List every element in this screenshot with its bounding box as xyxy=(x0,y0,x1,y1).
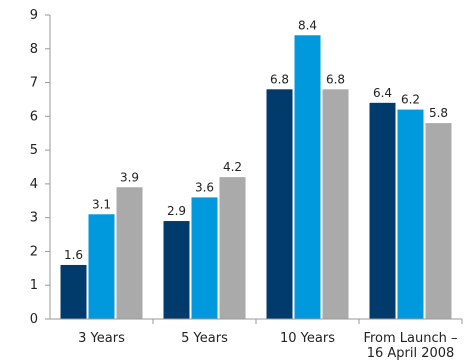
data-label-series-1-4: 6.4 xyxy=(373,86,392,100)
bar-series-1-4 xyxy=(369,102,396,319)
data-label-series-2-2: 3.6 xyxy=(195,180,214,194)
bar-series-2-4 xyxy=(397,109,424,319)
x-category-label-line: 3 Years xyxy=(78,331,125,346)
bar-series-1-3 xyxy=(266,89,293,319)
data-label-series-3-3: 6.8 xyxy=(326,72,345,86)
y-tick-label: 9 xyxy=(30,8,38,23)
y-tick-label: 3 xyxy=(30,211,38,226)
bar-series-1-2 xyxy=(163,221,190,319)
x-category-label-line: From Launch – xyxy=(363,331,457,346)
bar-series-3-4 xyxy=(425,123,452,319)
y-tick-label: 8 xyxy=(30,42,38,57)
data-label-series-3-2: 4.2 xyxy=(223,160,242,174)
bar-series-3-1 xyxy=(116,187,143,319)
y-tick-label: 6 xyxy=(30,109,38,124)
y-tick-label: 4 xyxy=(30,177,38,192)
y-tick-label: 0 xyxy=(30,312,38,327)
bar-series-2-2 xyxy=(191,197,218,319)
data-label-series-2-3: 8.4 xyxy=(298,18,317,32)
data-label-series-2-1: 3.1 xyxy=(92,197,111,211)
bar-series-3-3 xyxy=(322,89,349,319)
bar-series-2-1 xyxy=(88,214,115,319)
data-label-series-1-2: 2.9 xyxy=(167,204,186,218)
y-tick-label: 7 xyxy=(30,76,38,91)
bar-series-3-2 xyxy=(219,177,246,319)
data-label-series-2-4: 6.2 xyxy=(401,93,420,107)
y-tick-label: 1 xyxy=(30,278,38,293)
x-category-label-line: 16 April 2008 xyxy=(367,346,455,360)
x-category-label: 10 Years xyxy=(280,331,335,346)
data-label-series-1-1: 1.6 xyxy=(64,248,83,262)
x-category-label: 3 Years xyxy=(78,331,125,346)
bar-series-2-3 xyxy=(294,35,321,320)
bars xyxy=(60,35,452,320)
bar-series-1-1 xyxy=(60,264,87,319)
y-tick-label: 2 xyxy=(30,244,38,259)
x-category-label-line: 10 Years xyxy=(280,331,335,346)
x-axis: 3 Years 5 Years 10 Years From Launch –16 Ap… xyxy=(50,318,463,360)
data-label-series-3-4: 5.8 xyxy=(429,106,448,120)
data-label-series-1-3: 6.8 xyxy=(270,72,289,86)
y-axis: 0 1 2 3 4 5 6 7 8 9 xyxy=(30,8,51,327)
x-category-label: 5 Years xyxy=(181,331,228,346)
y-tick-label: 5 xyxy=(30,143,38,158)
x-category-label-line: 5 Years xyxy=(181,331,228,346)
x-category-label: From Launch –16 April 2008 xyxy=(363,331,457,360)
data-label-series-3-1: 3.9 xyxy=(120,170,139,184)
data-labels: 1.6 3.1 3.9 2.9 3.6 4.2 6.8 8.4 6.8 6.4 6.2 5.8 xyxy=(64,18,448,262)
